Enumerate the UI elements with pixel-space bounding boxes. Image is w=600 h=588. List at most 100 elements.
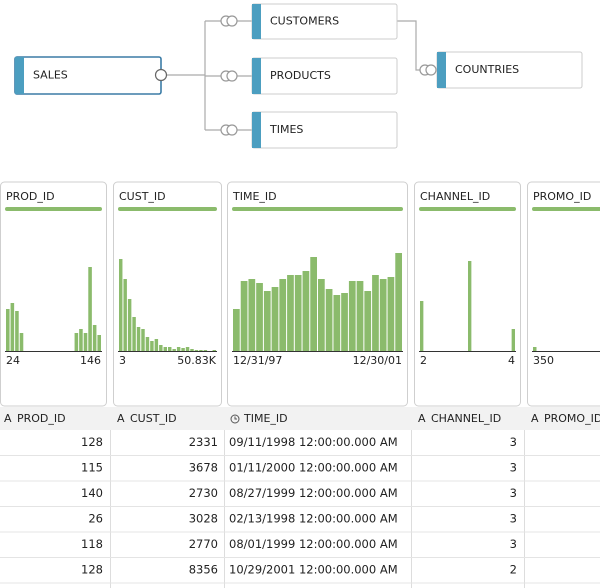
histogram-max: 4 xyxy=(508,354,515,367)
histogram-bar xyxy=(83,333,88,351)
table-cell: 140 xyxy=(81,486,103,500)
histogram-bar xyxy=(88,267,92,351)
histogram-min: 2 xyxy=(420,354,427,367)
histogram-max: 146 xyxy=(80,354,101,367)
histogram-bar xyxy=(302,271,310,351)
histogram-max: 12/30/01 xyxy=(353,354,402,367)
histogram-bar xyxy=(533,347,537,351)
histogram-bar xyxy=(194,350,199,351)
profile-card xyxy=(414,181,521,407)
histogram-bar xyxy=(294,275,302,351)
histogram-bar xyxy=(387,277,395,351)
table-cell: 3 xyxy=(510,435,517,449)
column-header: PROD_ID xyxy=(17,412,66,425)
histogram-bar xyxy=(379,279,387,351)
histogram-bar xyxy=(168,347,172,351)
node-label: COUNTRIES xyxy=(455,63,519,76)
column-type-icon: A xyxy=(117,412,125,425)
histogram-bar xyxy=(279,279,287,351)
table-cell: 3 xyxy=(510,512,517,526)
table-cell: 02/13/1998 12:00:00.000 AM xyxy=(229,512,398,526)
histogram-bar xyxy=(136,327,141,351)
histogram-bar xyxy=(256,283,263,351)
column-header: CUST_ID xyxy=(130,412,177,425)
histogram-bar xyxy=(310,257,317,351)
histogram-bar xyxy=(6,309,10,351)
histogram-bar xyxy=(185,347,190,351)
profile-title: TIME_ID xyxy=(232,190,277,203)
histogram-bar xyxy=(10,303,15,351)
histogram-bar xyxy=(159,345,163,351)
histogram-bar xyxy=(333,295,341,351)
node-stripe xyxy=(252,112,261,148)
histogram-bar xyxy=(172,349,176,351)
histogram-bar xyxy=(127,299,132,351)
profile-bar xyxy=(532,207,600,211)
table-cell: 01/11/2000 12:00:00.000 AM xyxy=(229,461,398,475)
histogram-bar xyxy=(181,348,185,351)
profile-card xyxy=(113,181,222,407)
table-cell: 128 xyxy=(81,435,103,449)
histogram-bar xyxy=(145,337,150,351)
histogram-bar xyxy=(74,333,79,351)
histogram-bar xyxy=(19,333,24,351)
table-cell: 3 xyxy=(510,461,517,475)
histogram-bar xyxy=(248,279,256,351)
histogram-bar xyxy=(97,335,101,351)
histogram-bar xyxy=(511,329,515,351)
table-cell: 3 xyxy=(510,537,517,551)
histogram-bar xyxy=(190,349,194,351)
histogram-bar xyxy=(203,350,208,351)
node-stripe xyxy=(252,4,261,39)
histogram-bar xyxy=(92,325,97,351)
table-cell: 8356 xyxy=(189,563,218,577)
column-header: PROMO_ID xyxy=(544,412,600,425)
histogram-bar xyxy=(212,350,216,351)
table-cell: 2770 xyxy=(189,537,218,551)
node-label: TIMES xyxy=(269,123,303,136)
histogram-bar xyxy=(341,293,348,351)
table-cell: 26 xyxy=(88,512,103,526)
histogram-bar xyxy=(123,279,127,351)
table-cell: 2 xyxy=(510,563,517,577)
histogram-bar xyxy=(263,291,271,351)
node-stripe xyxy=(252,58,261,94)
histogram-bar xyxy=(271,287,279,351)
histogram-bar xyxy=(199,350,203,351)
table-header-bg xyxy=(0,407,600,430)
table-cell: 10/29/2001 12:00:00.000 AM xyxy=(229,563,398,577)
column-type-icon xyxy=(234,416,237,420)
node-label: CUSTOMERS xyxy=(270,15,339,28)
table-cell: 08/27/1999 12:00:00.000 AM xyxy=(229,486,398,500)
histogram-bar xyxy=(15,311,19,351)
node-stripe xyxy=(437,52,446,88)
histogram-bar xyxy=(372,275,379,351)
histogram-max: 50.83K xyxy=(177,354,216,367)
profile-title: PROD_ID xyxy=(6,190,55,203)
histogram-min: 3 xyxy=(119,354,126,367)
table-cell: 3028 xyxy=(189,512,218,526)
histogram-bar xyxy=(420,301,424,351)
histogram-bar xyxy=(395,253,402,351)
profile-title: PROMO_ID xyxy=(533,190,591,203)
histogram-min: 24 xyxy=(6,354,20,367)
table-cell: 115 xyxy=(81,461,103,475)
histogram-bar xyxy=(287,275,294,351)
profile-bar xyxy=(5,207,102,211)
profile-bar xyxy=(118,207,217,211)
table-cell: 118 xyxy=(81,537,103,551)
histogram-bar xyxy=(79,329,83,351)
histogram-bar xyxy=(318,279,325,351)
histogram-bar xyxy=(132,317,136,351)
table-cell: 128 xyxy=(81,563,103,577)
histogram-bar xyxy=(119,259,123,351)
histogram-bar xyxy=(356,281,364,351)
join-lines xyxy=(397,20,437,71)
histogram-bar xyxy=(233,309,240,351)
profile-title: CUST_ID xyxy=(119,190,166,203)
table-cell: 09/11/1998 12:00:00.000 AM xyxy=(229,435,398,449)
column-type-icon: A xyxy=(531,412,539,425)
node-stripe xyxy=(15,57,24,94)
